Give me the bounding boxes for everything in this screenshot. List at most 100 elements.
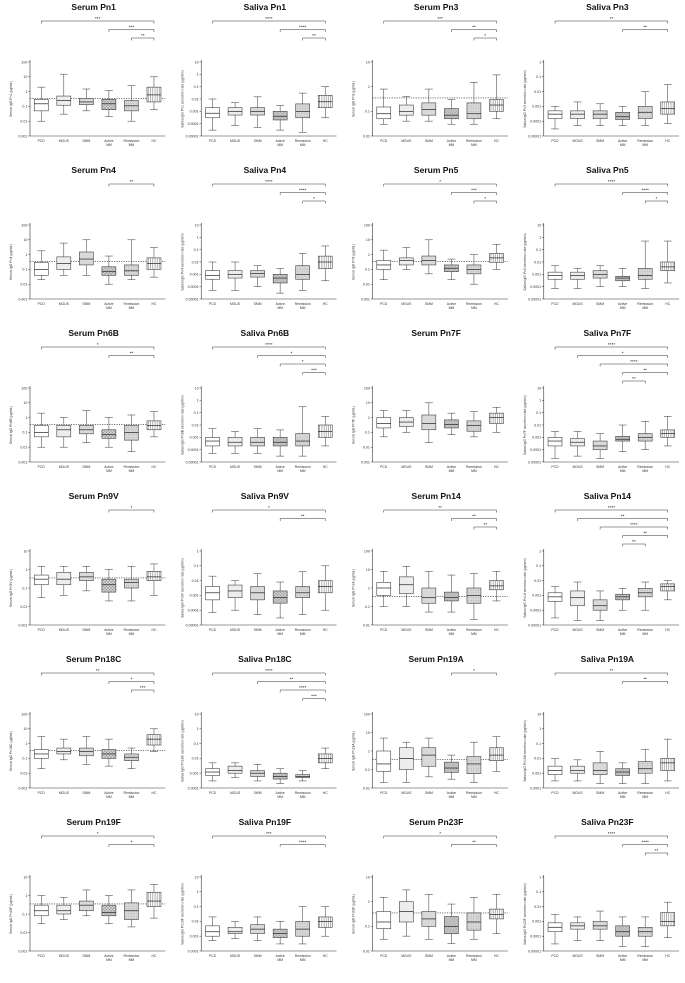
chart-title: Saliva Pn19F [239, 817, 291, 827]
box-iqr [421, 587, 437, 604]
x-category-label-line2: MM [106, 143, 112, 147]
significance-label: *** [437, 16, 443, 22]
chart-title: Serum Pn23F [409, 817, 463, 827]
y-tick-label: 0.1 [536, 742, 541, 746]
y-tick-label: 0.1 [194, 248, 199, 252]
box-iqr [124, 264, 139, 276]
y-tick-label: 0.1 [536, 411, 541, 415]
y-tick-label: 0.00001 [186, 623, 199, 627]
x-category-label-line2: MM [642, 143, 648, 147]
x-category-label: PCD [38, 465, 46, 469]
x-category-label-line2: MM [642, 632, 648, 636]
y-tick-label: 0.01 [192, 920, 199, 924]
y-axis-label: Serum IgG Pn5 (µg/mL) [352, 244, 356, 280]
box-iqr [250, 437, 265, 447]
x-category-label: PCD [380, 139, 388, 143]
chart-panel: Serum Pn14 Serum IgG Pn14 (µg/mL) 100 10 1 0.… [352, 491, 508, 636]
y-tick-label: 10 [366, 875, 370, 879]
x-category-label-line2: MM [277, 143, 283, 147]
y-tick-label: 0.001 [190, 935, 199, 939]
x-category-label: HC [494, 302, 499, 306]
significance-label: **** [265, 668, 273, 674]
x-category-label: PCD [551, 791, 559, 795]
chart-title: Saliva Pn7F [584, 328, 632, 338]
x-category-label: Active [618, 139, 627, 143]
y-tick-label: 0.001 [532, 920, 541, 924]
y-tick-label: 0.0001 [530, 285, 541, 289]
significance-label: **** [299, 188, 307, 194]
chart-panel: Serum Pn1 Serum IgG Pn1 (µg/mL) 100 10 1 0.1 0… [9, 2, 166, 147]
x-category-label: PCD [38, 139, 46, 143]
x-category-label: HC [494, 465, 499, 469]
significance-label: * [131, 840, 133, 846]
box-iqr [547, 110, 563, 119]
y-tick-label: 1 [25, 90, 27, 94]
box-iqr [489, 99, 504, 112]
y-axis-label: Serum IgG Pn3 (µg/mL) [352, 81, 356, 117]
box-iqr [376, 750, 392, 772]
box-iqr [421, 747, 437, 767]
significance-label: ** [621, 514, 625, 520]
significance-label: ** [655, 848, 659, 854]
box-iqr [317, 916, 333, 928]
chart-panel: Serum Pn4 Serum IgG Pn4 (µg/mL) 100 10 1 0.1 0… [9, 165, 166, 310]
y-tick-label: 0.01 [363, 786, 370, 790]
x-category-label-line2: MM [620, 143, 626, 147]
box-iqr [272, 111, 288, 121]
y-tick-label: 1 [197, 399, 199, 403]
y-tick-label: 0.0001 [530, 935, 541, 939]
x-category-label: HC [494, 791, 499, 795]
box-iqr [79, 900, 94, 912]
x-category-label: PCD [38, 302, 46, 306]
significance-label: *** [266, 831, 272, 837]
chart-title: Saliva Pn5 [586, 165, 629, 175]
y-tick-label: 0.00001 [528, 297, 541, 301]
box-iqr [660, 583, 675, 592]
y-tick-label: 0.001 [532, 436, 541, 440]
y-tick-label: 10 [366, 401, 370, 405]
x-category-label: PCD [551, 954, 559, 958]
x-category-label: SMM [596, 628, 604, 632]
significance-label: * [656, 196, 658, 202]
x-category-label: MGUS [59, 954, 70, 958]
y-tick-label: 10 [23, 401, 27, 405]
significance-label: * [97, 342, 99, 348]
x-category-label: PCD [209, 954, 217, 958]
significance-label: **** [608, 831, 616, 837]
chart-panel: Serum Pn5 Serum IgG Pn5 (µg/mL) 100 10 1 0.1 0… [352, 165, 508, 310]
x-category-label: HC [665, 465, 670, 469]
y-tick-label: 1 [25, 894, 27, 898]
chart-title: Serum Pn18C [66, 654, 121, 664]
y-tick-label: 0.1 [365, 431, 370, 435]
y-tick-label: 0.01 [192, 260, 199, 264]
x-category-label-line2: MM [471, 306, 477, 310]
x-category-label: Remission [295, 139, 311, 143]
y-tick-label: 1 [539, 875, 541, 879]
x-category-label: Remission [124, 465, 140, 469]
x-category-label: MGUS [59, 628, 70, 632]
significance-label: * [131, 677, 133, 683]
chart-panel: Serum Pn19F Serum IgG Pn19F (µg/mL) 10 1 0.1… [9, 817, 166, 962]
x-category-label: Active [618, 628, 627, 632]
x-category-label: PCD [209, 139, 217, 143]
significance-label: ** [290, 677, 294, 683]
significance-label: **** [608, 342, 616, 348]
y-tick-label: 0.01 [20, 120, 27, 124]
significance-label: *** [95, 16, 101, 22]
chart-panel: Saliva Pn23F Saliva IgG Pn23F secretion r… [523, 817, 679, 962]
y-tick-label: 100 [21, 712, 27, 716]
x-category-label: Remission [637, 465, 653, 469]
box-iqr [124, 902, 139, 920]
y-tick-label: 0.001 [190, 772, 199, 776]
x-category-label-line2: MM [129, 469, 135, 473]
box-iqr [376, 106, 392, 120]
x-category-label: SMM [596, 465, 604, 469]
x-category-label: Remission [295, 954, 311, 958]
y-tick-label: 0.001 [361, 460, 370, 464]
chart-title: Serum Pn19F [66, 817, 120, 827]
y-tick-label: 10 [195, 60, 199, 64]
y-tick-label: 0.1 [536, 248, 541, 252]
x-category-label-line2: MM [449, 958, 455, 962]
box-iqr [570, 590, 585, 607]
